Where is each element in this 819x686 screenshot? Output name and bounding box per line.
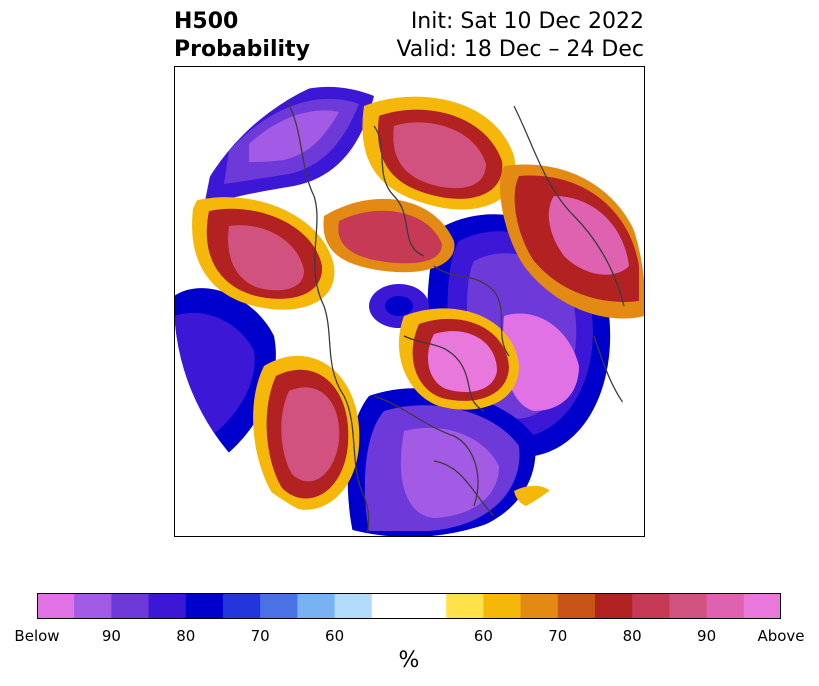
field-label: H500 xyxy=(174,9,239,34)
colorbar-tick-label: Above xyxy=(757,627,805,645)
colorbar-tick-label: 90 xyxy=(101,627,121,645)
colorbar-segment xyxy=(297,593,336,619)
colorbar-segment xyxy=(148,593,187,619)
probability-map xyxy=(174,66,645,537)
colorbar-segment xyxy=(446,593,484,619)
colorbar-segment xyxy=(223,593,261,619)
init-label: Init: Sat 10 Dec 2022 xyxy=(410,9,644,34)
colorbar-tick-label: 80 xyxy=(622,627,642,645)
colorbar-segment xyxy=(557,593,596,619)
colorbar-segment xyxy=(74,593,112,619)
title-right: Init: Sat 10 Dec 2022 Valid: 18 Dec – 24… xyxy=(396,8,644,64)
colorbar-tick-label: Below xyxy=(14,627,60,645)
colorbar-tick-label: 60 xyxy=(473,627,493,645)
colorbar-segment xyxy=(595,593,633,619)
colorbar-segment xyxy=(632,593,670,619)
colorbar-segment xyxy=(669,593,708,619)
metric-label: Probability xyxy=(174,37,310,62)
colorbar xyxy=(37,593,781,619)
map-border xyxy=(174,66,645,537)
colorbar-segment xyxy=(371,593,410,619)
colorbar-segment xyxy=(706,593,745,619)
colorbar-segment xyxy=(37,593,75,619)
colorbar-segment xyxy=(111,593,150,619)
valid-label: Valid: 18 Dec – 24 Dec xyxy=(396,37,644,62)
title-left: H500 Probability xyxy=(174,8,310,64)
colorbar-tick-label: 70 xyxy=(548,627,568,645)
anomaly-field xyxy=(174,66,645,537)
colorbar-tick-label: 80 xyxy=(176,627,196,645)
colorbar-border xyxy=(37,593,781,619)
coastlines xyxy=(283,95,635,537)
colorbar-segment xyxy=(743,593,781,619)
colorbar-segment xyxy=(185,593,224,619)
colorbar-segment xyxy=(483,593,522,619)
colorbar-tick-label: 60 xyxy=(325,627,345,645)
colorbar-segment xyxy=(260,593,298,619)
colorbar-tick-label: 70 xyxy=(250,627,270,645)
colorbar-unit: % xyxy=(398,648,420,673)
colorbar-segment xyxy=(334,593,373,619)
colorbar-segment xyxy=(520,593,559,619)
colorbar-tick-label: 90 xyxy=(697,627,717,645)
colorbar-segment xyxy=(409,593,447,619)
